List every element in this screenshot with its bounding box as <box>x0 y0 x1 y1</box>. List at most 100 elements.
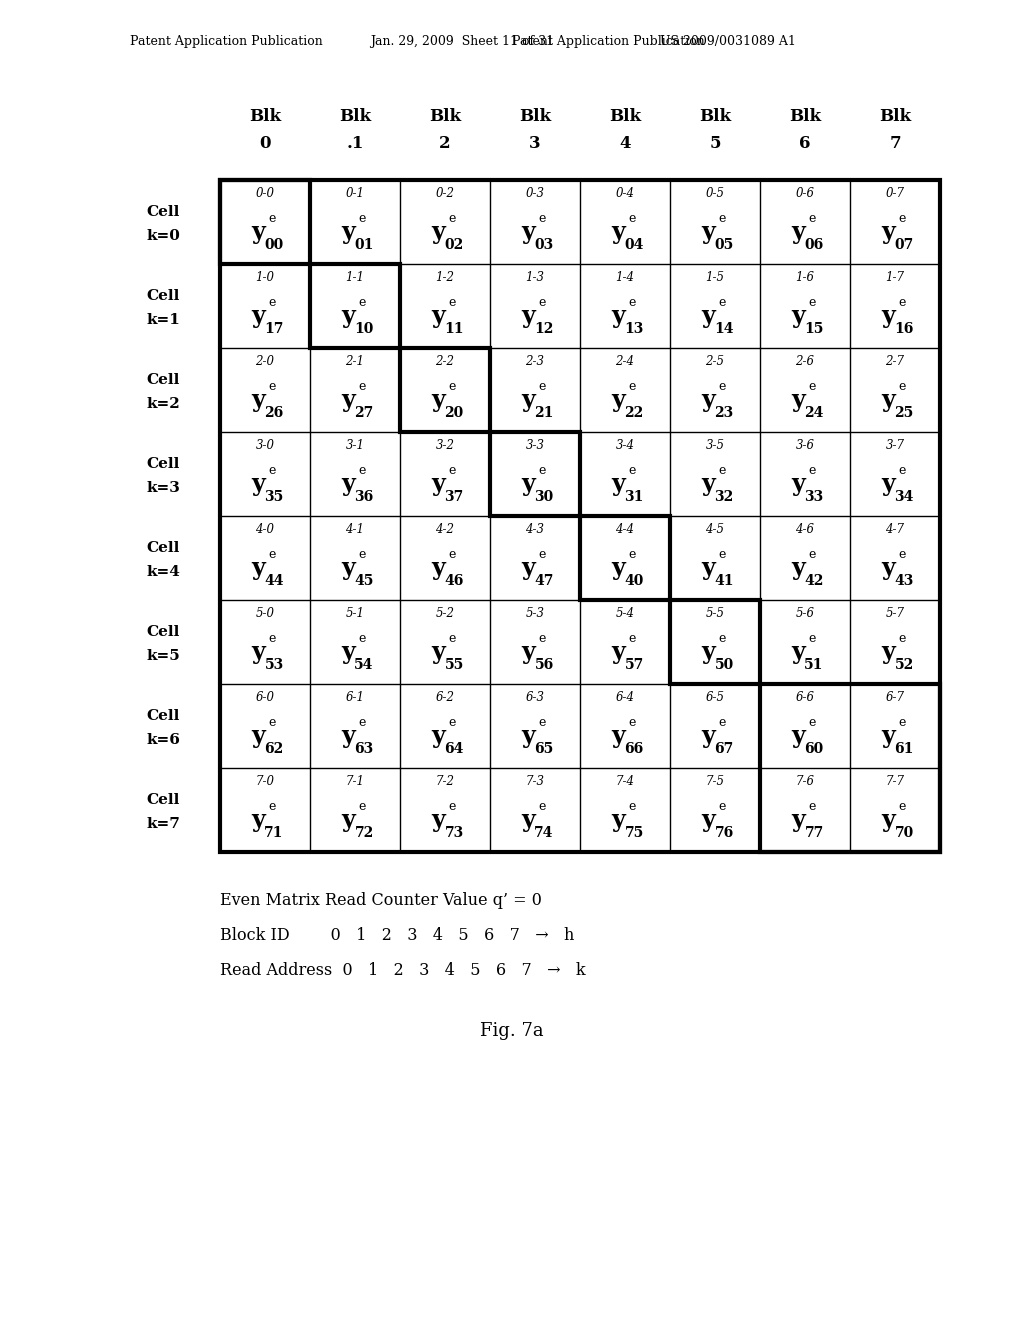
Text: e: e <box>358 463 366 477</box>
Text: y: y <box>611 723 625 748</box>
Text: 6-1: 6-1 <box>345 690 365 704</box>
Text: e: e <box>449 548 456 561</box>
Text: Fig. 7a: Fig. 7a <box>480 1022 544 1040</box>
Text: Blk: Blk <box>879 108 911 125</box>
Text: y: y <box>881 556 895 579</box>
Text: e: e <box>718 211 726 224</box>
Text: 3-3: 3-3 <box>525 440 545 451</box>
Text: 5-5: 5-5 <box>706 607 725 620</box>
Text: e: e <box>718 800 726 813</box>
Text: 62: 62 <box>264 742 284 756</box>
Text: y: y <box>792 723 805 748</box>
Text: e: e <box>808 463 816 477</box>
Text: 1-0: 1-0 <box>256 271 274 284</box>
Text: 02: 02 <box>444 238 464 252</box>
Text: e: e <box>898 296 905 309</box>
Text: 1-1: 1-1 <box>345 271 365 284</box>
Text: 4-4: 4-4 <box>615 523 635 536</box>
Text: e: e <box>449 800 456 813</box>
Text: y: y <box>701 304 715 327</box>
Text: e: e <box>358 631 366 644</box>
Text: 54: 54 <box>354 657 374 672</box>
Text: Even Matrix Read Counter Value q’ = 0: Even Matrix Read Counter Value q’ = 0 <box>220 892 542 909</box>
Text: 55: 55 <box>444 657 464 672</box>
Text: Block ID        0   1   2   3   4   5   6   7   →   h: Block ID 0 1 2 3 4 5 6 7 → h <box>220 927 574 944</box>
Text: y: y <box>611 808 625 832</box>
Text: y: y <box>611 640 625 664</box>
Text: 33: 33 <box>805 490 823 504</box>
Text: 11: 11 <box>444 322 464 337</box>
Text: 24: 24 <box>804 407 823 420</box>
Text: e: e <box>898 463 905 477</box>
Text: 44: 44 <box>264 574 284 587</box>
Text: 40: 40 <box>625 574 644 587</box>
Text: k=4: k=4 <box>146 565 180 579</box>
Text: e: e <box>718 631 726 644</box>
Text: 7-5: 7-5 <box>706 775 725 788</box>
Text: 72: 72 <box>354 826 374 840</box>
Text: Cell: Cell <box>146 541 180 554</box>
Text: 3-2: 3-2 <box>435 440 455 451</box>
Text: y: y <box>611 304 625 327</box>
Text: e: e <box>539 296 546 309</box>
Text: y: y <box>251 640 265 664</box>
Text: y: y <box>341 808 355 832</box>
Text: 07: 07 <box>894 238 913 252</box>
Text: e: e <box>629 800 636 813</box>
Text: y: y <box>881 473 895 496</box>
Text: Patent Application Publication: Patent Application Publication <box>512 36 705 48</box>
Text: 7-3: 7-3 <box>525 775 545 788</box>
Text: y: y <box>611 388 625 412</box>
Text: 31: 31 <box>625 490 644 504</box>
Text: y: y <box>701 220 715 244</box>
Text: y: y <box>431 220 444 244</box>
Text: 3-0: 3-0 <box>256 440 274 451</box>
Text: y: y <box>341 473 355 496</box>
Text: 20: 20 <box>444 407 464 420</box>
Text: 7-0: 7-0 <box>256 775 274 788</box>
Text: 1-4: 1-4 <box>615 271 635 284</box>
Text: 0-6: 0-6 <box>796 187 814 201</box>
Text: 50: 50 <box>715 657 733 672</box>
Text: 36: 36 <box>354 490 374 504</box>
Text: y: y <box>881 808 895 832</box>
Text: e: e <box>898 800 905 813</box>
Text: 6-3: 6-3 <box>525 690 545 704</box>
Text: 30: 30 <box>535 490 554 504</box>
Text: 4-6: 4-6 <box>796 523 814 536</box>
Text: 0-2: 0-2 <box>435 187 455 201</box>
Text: k=3: k=3 <box>146 480 180 495</box>
Text: 7-2: 7-2 <box>435 775 455 788</box>
Text: 3-6: 3-6 <box>796 440 814 451</box>
Text: y: y <box>251 304 265 327</box>
Text: k=0: k=0 <box>146 228 180 243</box>
Text: y: y <box>251 220 265 244</box>
Text: y: y <box>521 304 535 327</box>
Text: 04: 04 <box>625 238 644 252</box>
Text: 6-5: 6-5 <box>706 690 725 704</box>
Bar <box>310 264 400 348</box>
Text: y: y <box>341 723 355 748</box>
Text: 3-4: 3-4 <box>615 440 635 451</box>
Text: e: e <box>539 715 546 729</box>
Text: Blk: Blk <box>519 108 551 125</box>
Text: y: y <box>521 808 535 832</box>
Text: 12: 12 <box>535 322 554 337</box>
Text: y: y <box>792 220 805 244</box>
Text: 5-6: 5-6 <box>796 607 814 620</box>
Text: y: y <box>521 556 535 579</box>
Text: 7-6: 7-6 <box>796 775 814 788</box>
Text: y: y <box>792 304 805 327</box>
Text: 71: 71 <box>264 826 284 840</box>
Text: e: e <box>808 800 816 813</box>
Text: e: e <box>268 463 275 477</box>
Bar <box>580 516 670 601</box>
Text: 6-0: 6-0 <box>256 690 274 704</box>
Text: e: e <box>268 715 275 729</box>
Text: 76: 76 <box>715 826 733 840</box>
Text: y: y <box>792 808 805 832</box>
Text: 2-4: 2-4 <box>615 355 635 368</box>
Text: e: e <box>268 296 275 309</box>
Text: 32: 32 <box>715 490 733 504</box>
Text: 23: 23 <box>715 407 733 420</box>
